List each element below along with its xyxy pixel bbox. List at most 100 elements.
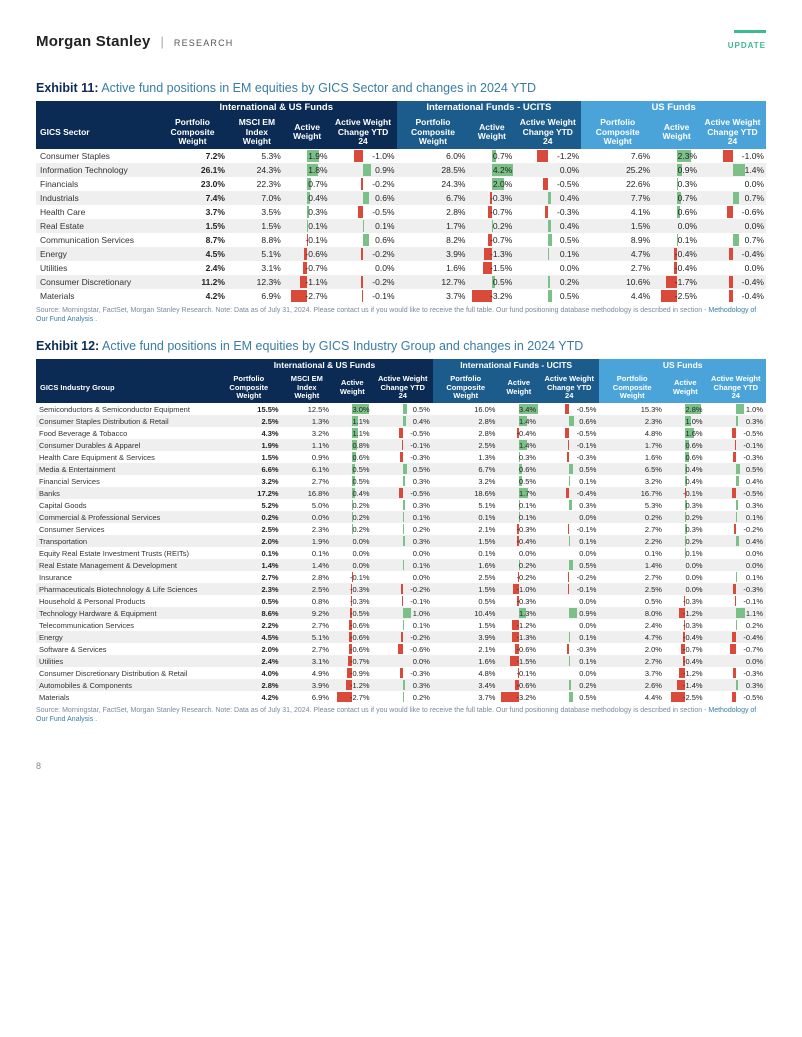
bar-cell: 1.0% (665, 415, 706, 427)
row-label: Information Technology (36, 163, 156, 177)
bar-cell: 0.6% (330, 191, 397, 205)
bar-cell: 0.6% (665, 451, 706, 463)
bar-cell: 0.0% (699, 219, 766, 233)
bar-cell: 0.6% (665, 439, 706, 451)
col-header: Active Weight Change YTD 24 (539, 372, 599, 403)
cell-pcw2: 1.3% (433, 451, 499, 463)
bar-cell: 0.3% (539, 499, 599, 511)
bar-cell: 0.0% (706, 547, 766, 559)
bar-cell: 0.1% (373, 619, 433, 631)
bar-cell: 0.1% (514, 247, 581, 261)
cell-pcw3: 16.7% (599, 487, 665, 499)
cell-mw: 5.1% (229, 247, 285, 261)
table-row: Information Technology26.1%24.3%1.8%0.9%… (36, 163, 766, 177)
cell-mw: 8.8% (229, 233, 285, 247)
cell-pcw2: 2.5% (433, 439, 499, 451)
bar-cell: 0.0% (498, 547, 539, 559)
col-header: Active Weight (665, 372, 706, 403)
cell-pcw2: 2.8% (433, 427, 499, 439)
bar-cell: -0.1% (330, 289, 397, 303)
cell-pcw3: 4.4% (581, 289, 654, 303)
cell-pcw3: 4.8% (599, 427, 665, 439)
table-row: Industrials7.4%7.0%0.4%0.6%6.7%-0.3%0.4%… (36, 191, 766, 205)
bar-cell: 0.0% (332, 547, 373, 559)
row-label: Equity Real Estate Investment Trusts (RE… (36, 547, 216, 559)
cell-pcw1: 0.5% (216, 595, 282, 607)
bar-cell: -0.5% (539, 427, 599, 439)
cell-pcw3: 7.6% (581, 149, 654, 163)
bar-cell: -0.3% (332, 595, 373, 607)
col-header: Portfolio Composite Weight (433, 372, 499, 403)
bar-cell: 0.5% (539, 691, 599, 703)
bar-cell: 1.1% (706, 607, 766, 619)
bar-cell: 0.0% (539, 667, 599, 679)
bar-cell: -0.2% (373, 631, 433, 643)
bar-cell: 2.8% (665, 403, 706, 415)
exhibit-desc: Active fund positions in EM equities by … (101, 81, 536, 95)
cell-pcw1: 6.6% (216, 463, 282, 475)
bar-cell: 0.3% (706, 679, 766, 691)
cell-pcw3: 8.9% (581, 233, 654, 247)
cell-pcw3: 3.2% (599, 475, 665, 487)
cell-mw: 1.3% (282, 415, 332, 427)
cell-pcw2: 2.5% (433, 571, 499, 583)
bar-cell: 0.3% (665, 499, 706, 511)
cell-pcw1: 7.4% (156, 191, 229, 205)
cell-pcw2: 3.2% (433, 475, 499, 487)
table-row: Insurance2.7%2.8%-0.1%0.0%2.5%-0.2%-0.2%… (36, 571, 766, 583)
bar-cell: 0.2% (539, 679, 599, 691)
bar-cell: -0.6% (332, 619, 373, 631)
update-tag: UPDATE (728, 30, 766, 53)
bar-cell: -1.5% (469, 261, 514, 275)
bar-cell: 0.3% (373, 535, 433, 547)
bar-cell: -0.1% (285, 233, 330, 247)
cell-pcw1: 2.0% (216, 643, 282, 655)
page-number: 8 (36, 761, 766, 771)
cell-pcw1: 8.6% (216, 607, 282, 619)
row-label: Media & Entertainment (36, 463, 216, 475)
cell-mw: 2.8% (282, 571, 332, 583)
bar-cell: -0.7% (706, 643, 766, 655)
row-label: Health Care Equipment & Services (36, 451, 216, 463)
cell-mw: 0.0% (282, 511, 332, 523)
bar-cell: -0.5% (330, 205, 397, 219)
row-label: Financials (36, 177, 156, 191)
cell-pcw2: 3.9% (397, 247, 470, 261)
bar-cell: -1.0% (498, 583, 539, 595)
table-row: Health Care Equipment & Services1.5%0.9%… (36, 451, 766, 463)
cell-pcw1: 2.4% (216, 655, 282, 667)
cell-pcw3: 1.5% (581, 219, 654, 233)
cell-pcw1: 2.8% (216, 679, 282, 691)
bar-cell: -0.7% (469, 205, 514, 219)
table-row: Automobiles & Components2.8%3.9%-1.2%0.3… (36, 679, 766, 691)
bar-cell: 0.5% (498, 475, 539, 487)
cell-mw: 6.9% (229, 289, 285, 303)
bar-cell: 0.0% (706, 655, 766, 667)
cell-pcw3: 1.4% (599, 559, 665, 571)
cell-pcw3: 0.1% (599, 547, 665, 559)
row-label: Industrials (36, 191, 156, 205)
cell-pcw1: 2.3% (216, 583, 282, 595)
bar-cell: -0.4% (665, 655, 706, 667)
bar-cell: -0.1% (539, 583, 599, 595)
col-group-2: International Funds - UCITS (397, 101, 582, 115)
bar-cell: -0.6% (332, 631, 373, 643)
cell-pcw3: 3.7% (599, 667, 665, 679)
cell-pcw1: 17.2% (216, 487, 282, 499)
bar-cell: -0.5% (706, 691, 766, 703)
bar-cell: 0.8% (332, 439, 373, 451)
col-header: MSCI EM Index Weight (229, 115, 285, 149)
bar-cell: 0.9% (654, 163, 699, 177)
bar-cell: 4.2% (469, 163, 514, 177)
cell-pcw2: 0.1% (433, 511, 499, 523)
cell-pcw3: 4.4% (599, 691, 665, 703)
bar-cell: 0.5% (539, 559, 599, 571)
bar-cell: 1.8% (285, 163, 330, 177)
col-group-3: US Funds (581, 101, 766, 115)
bar-cell: -0.3% (498, 523, 539, 535)
cell-pcw1: 23.0% (156, 177, 229, 191)
cell-pcw1: 3.2% (216, 475, 282, 487)
bar-cell: -0.6% (332, 643, 373, 655)
cell-mw: 5.1% (282, 631, 332, 643)
bar-cell: -2.5% (654, 289, 699, 303)
